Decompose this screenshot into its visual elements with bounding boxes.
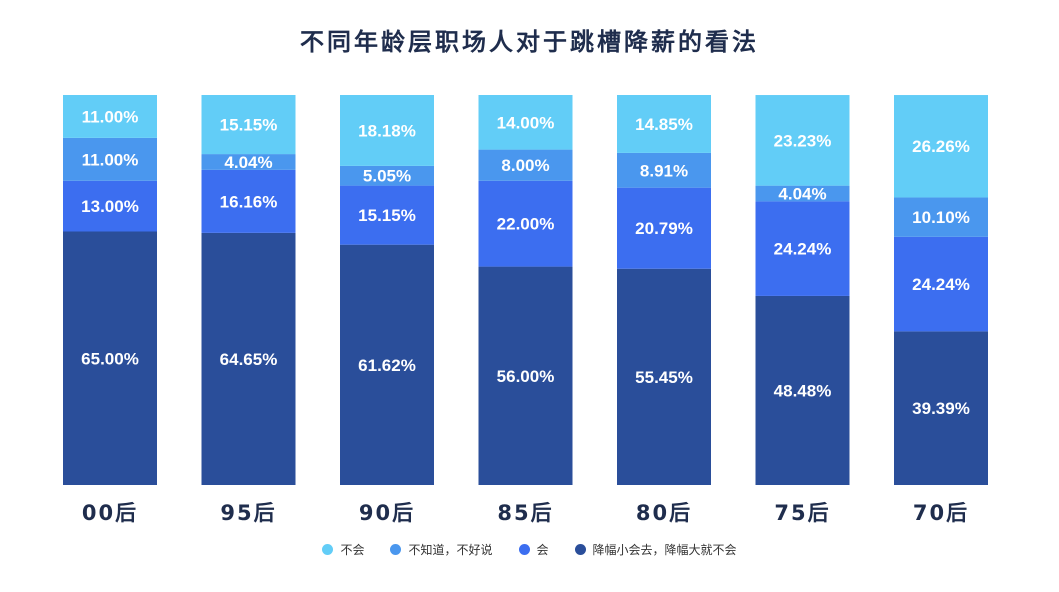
- data-label: 16.16%: [220, 192, 278, 211]
- data-label: 8.91%: [640, 161, 688, 180]
- bar-segment: [201, 95, 296, 155]
- bar-segment: [63, 95, 157, 138]
- data-label: 4.04%: [224, 153, 272, 172]
- bar-segment: [340, 244, 434, 485]
- data-label: 64.65%: [220, 350, 278, 369]
- category-label: 75后: [774, 501, 830, 525]
- category-label: 90后: [359, 501, 415, 525]
- legend-item: 不会: [322, 541, 364, 558]
- bar-segment: [478, 149, 573, 181]
- category-label: 95后: [220, 501, 276, 525]
- data-label: 14.00%: [497, 113, 555, 132]
- chart-title: 不同年龄层职场人对于跳槽降薪的看法: [300, 28, 759, 56]
- data-label: 65.00%: [81, 349, 139, 368]
- category-label: 70后: [913, 501, 969, 525]
- bar-segment: [201, 169, 296, 233]
- data-label: 56.00%: [497, 367, 555, 386]
- bar-segment: [894, 331, 988, 485]
- bar-segment: [63, 137, 157, 181]
- bar-segment: [340, 185, 434, 245]
- legend-item: 降幅小会去，降幅大就不会: [574, 541, 737, 558]
- bar-segment: [755, 201, 850, 296]
- legend-label: 不知道，不好说: [408, 543, 493, 557]
- bar-segment: [201, 232, 296, 485]
- bar-segment: [617, 187, 711, 269]
- legend: 不会 不知道，不好说 会 降幅小会去，降幅大就不会: [0, 541, 1059, 558]
- data-label: 24.24%: [774, 240, 832, 259]
- bar-segment: [340, 95, 434, 166]
- data-label: 15.15%: [358, 206, 416, 225]
- data-label: 11.00%: [82, 107, 139, 126]
- bar-segment: [478, 180, 573, 267]
- category-label: 85后: [497, 501, 553, 525]
- legend-label: 降幅小会去，降幅大就不会: [592, 543, 737, 557]
- bar-segment: [755, 295, 850, 485]
- bar-segment: [894, 95, 988, 198]
- data-label: 55.45%: [635, 368, 693, 387]
- legend-item: 不知道，不好说: [390, 541, 493, 558]
- data-label: 13.00%: [81, 197, 139, 216]
- data-label: 10.10%: [912, 208, 970, 227]
- data-label: 18.18%: [358, 121, 416, 140]
- data-label: 20.79%: [635, 219, 693, 238]
- data-label: 48.48%: [774, 381, 832, 400]
- bar-segment: [63, 180, 157, 232]
- legend-label: 会: [536, 543, 549, 557]
- category-label: 00后: [82, 501, 138, 525]
- bar-segment: [894, 236, 988, 332]
- bar-segment: [340, 165, 434, 186]
- bar-segment: [617, 152, 711, 188]
- data-label: 15.15%: [220, 116, 278, 135]
- data-label: 14.85%: [635, 115, 693, 134]
- legend-swatch: [574, 544, 586, 555]
- legend-swatch: [518, 544, 530, 555]
- data-label: 26.26%: [912, 137, 970, 156]
- data-label: 11.00%: [82, 150, 139, 169]
- data-label: 8.00%: [501, 156, 549, 175]
- legend-item: 会: [518, 541, 549, 558]
- bar-segment: [617, 268, 711, 485]
- bar-segment: [755, 185, 850, 202]
- bar-segment: [755, 95, 850, 186]
- bar-segment: [478, 95, 573, 150]
- legend-label: 不会: [340, 543, 365, 557]
- data-label: 39.39%: [912, 399, 970, 418]
- legend-swatch: [390, 544, 402, 555]
- data-label: 4.04%: [778, 185, 826, 204]
- bar-segment: [63, 231, 157, 485]
- data-label: 24.24%: [912, 275, 970, 294]
- data-label: 61.62%: [358, 356, 416, 375]
- data-label: 23.23%: [774, 131, 832, 150]
- data-label: 22.00%: [497, 215, 555, 234]
- bar-segment: [894, 197, 988, 237]
- data-label: 5.05%: [363, 167, 411, 186]
- category-label: 80后: [636, 501, 692, 525]
- bar-segment: [201, 154, 296, 170]
- legend-swatch: [322, 544, 334, 555]
- bar-segment: [617, 95, 711, 153]
- bar-segment: [478, 266, 573, 485]
